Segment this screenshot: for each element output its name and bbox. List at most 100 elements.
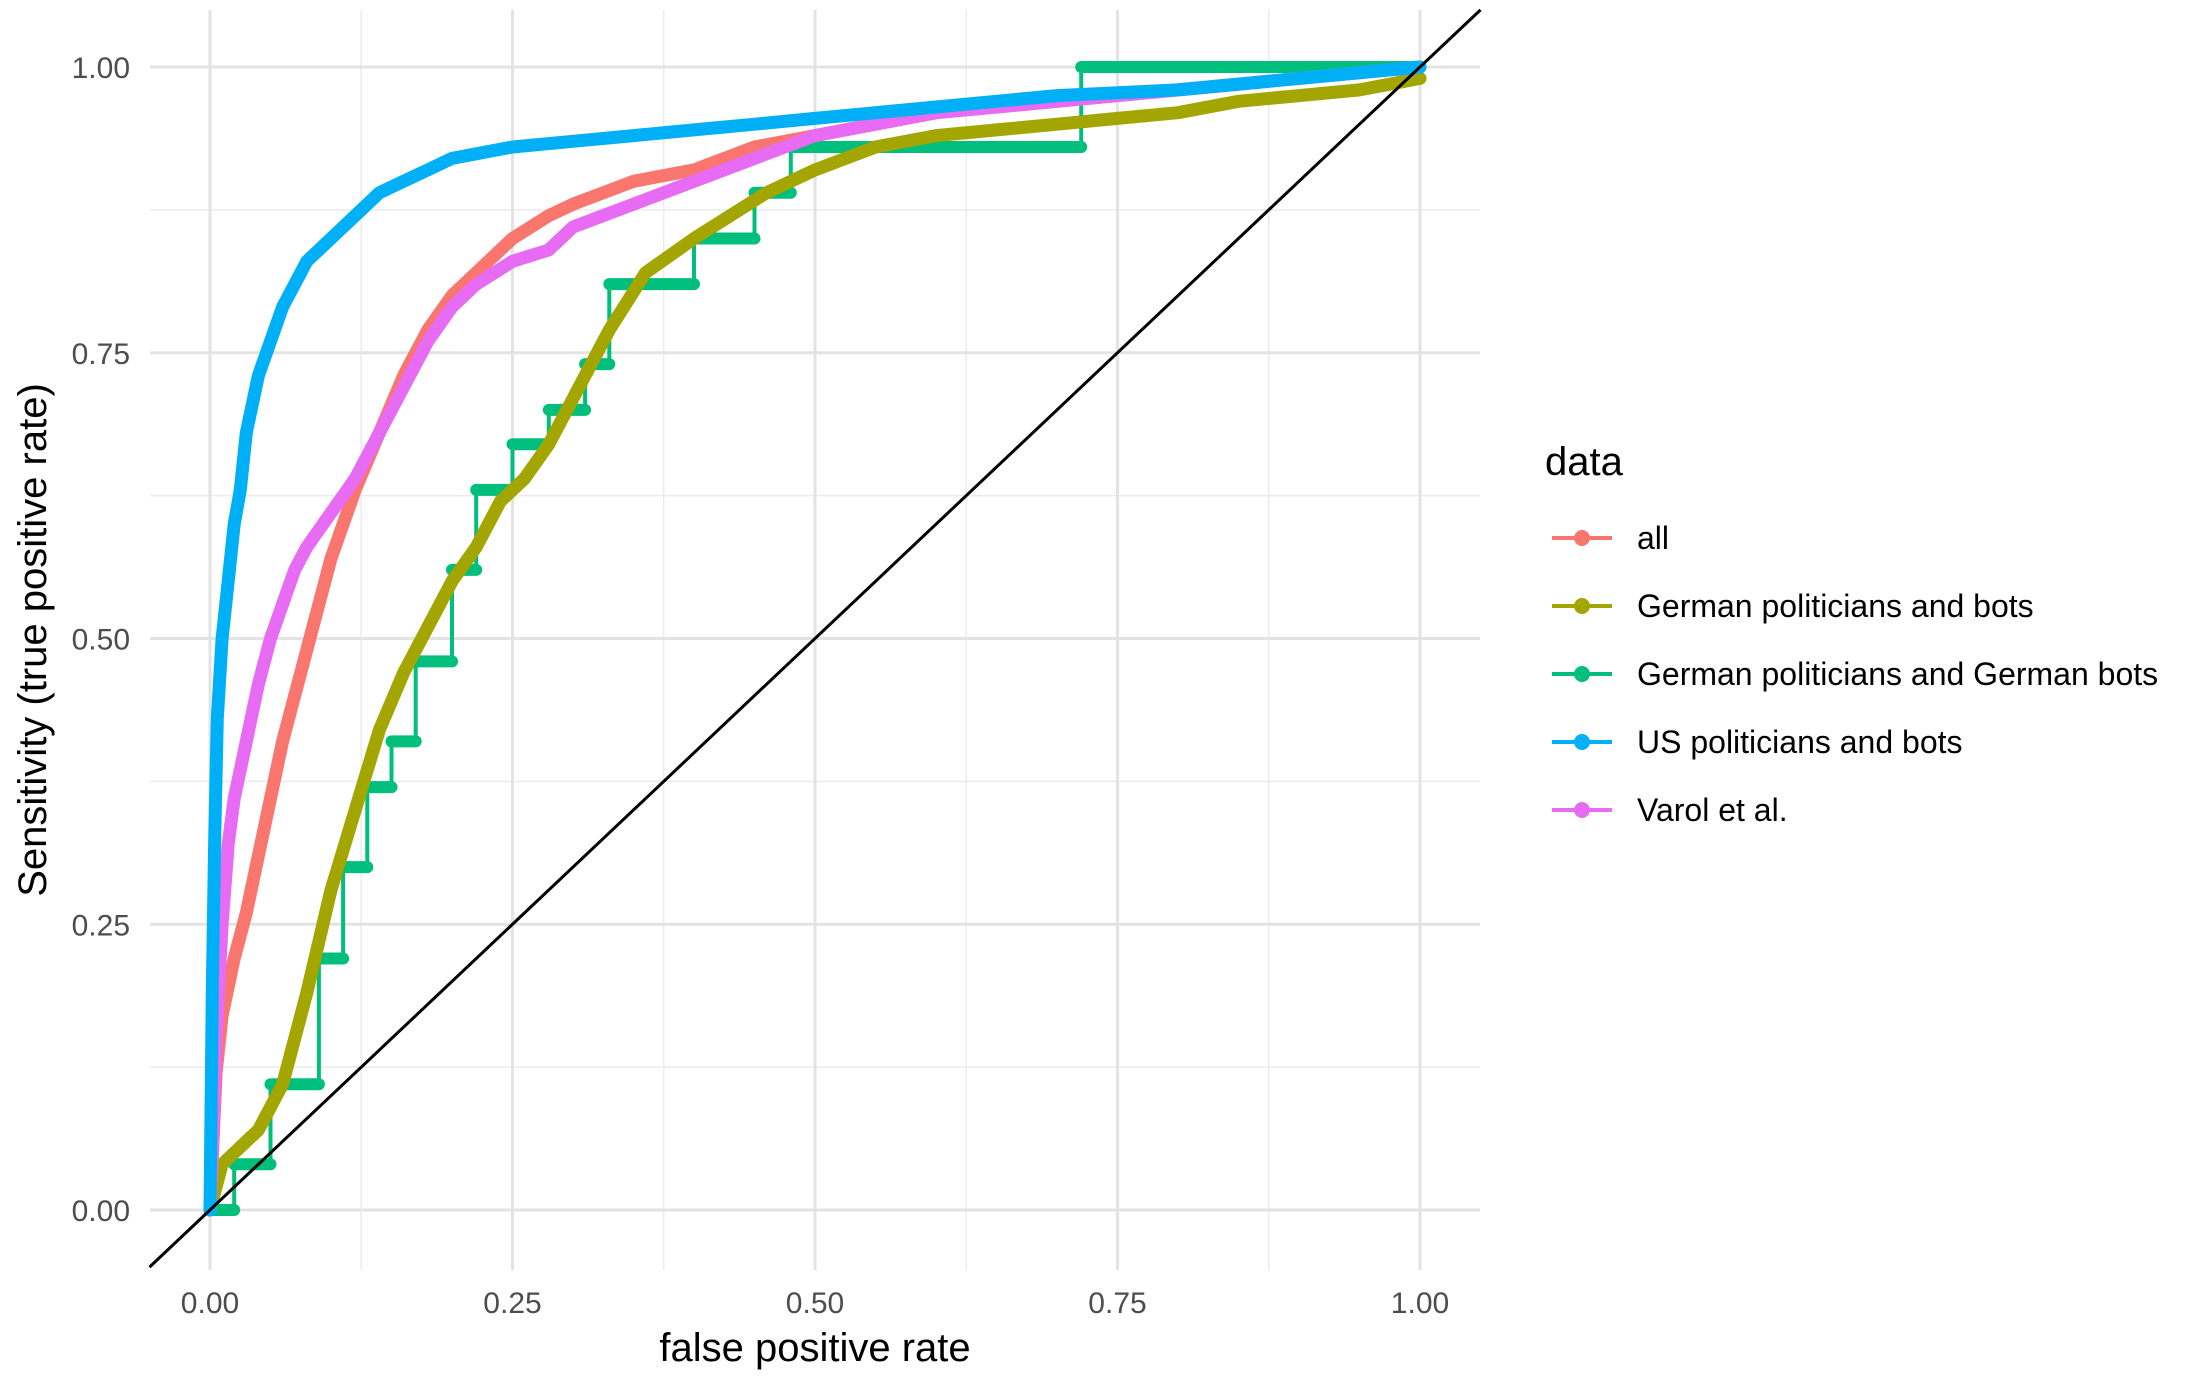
data-point [397, 666, 410, 679]
legend-item: German politicians and bots [1552, 588, 2034, 624]
data-point [688, 232, 700, 245]
data-point [506, 141, 519, 154]
data-point [222, 575, 235, 588]
data-point [1353, 83, 1366, 96]
data-point [300, 986, 313, 999]
y-tick-label: 0.00 [72, 1195, 130, 1228]
data-point [288, 563, 301, 576]
data-point [748, 118, 761, 131]
legend-label: all [1637, 520, 1669, 556]
data-point [627, 198, 640, 211]
data-point [349, 472, 362, 485]
data-point [338, 953, 349, 964]
series-german-politicians-and-bots [203, 71, 1427, 1217]
data-point [542, 209, 555, 222]
data-point [447, 656, 457, 667]
y-tick-label: 0.50 [72, 624, 130, 657]
x-tick-label: 0.25 [483, 1287, 541, 1320]
data-point [288, 689, 301, 702]
data-point [234, 483, 247, 496]
data-point [749, 233, 760, 244]
data-point [228, 952, 241, 965]
data-point [748, 141, 761, 154]
data-point [627, 129, 640, 142]
data-point [373, 186, 386, 199]
data-point [1076, 62, 1087, 72]
y-tick-label: 1.00 [72, 52, 130, 85]
data-point [228, 518, 241, 531]
data-point [809, 112, 821, 125]
data-point [1051, 118, 1063, 131]
data-point [1172, 106, 1184, 119]
data-point [208, 826, 221, 839]
data-point [264, 792, 277, 805]
data-point [470, 541, 483, 554]
data-point [216, 632, 229, 645]
data-point [228, 792, 241, 805]
legend: data all German politicians and bots Germa… [1545, 440, 2158, 828]
data-point [276, 301, 289, 314]
x-tick-label: 0.75 [1088, 1287, 1146, 1320]
reference-diagonal [148, 8, 1482, 1269]
data-point [785, 187, 796, 198]
data-point [222, 838, 235, 851]
data-point [446, 575, 458, 588]
legend-label: Varol et al. [1637, 792, 1788, 828]
data-point [507, 439, 518, 450]
data-point [325, 552, 337, 565]
data-point [373, 723, 386, 736]
legend-item: German politicians and German bots [1552, 656, 2158, 692]
series-layer [203, 60, 1427, 1217]
data-point [604, 279, 615, 290]
data-point [604, 359, 615, 370]
legend-key-point [1574, 530, 1590, 546]
data-point [506, 232, 519, 245]
legend-label: German politicians and bots [1637, 588, 2034, 624]
data-point [373, 426, 386, 439]
data-point [1111, 112, 1124, 125]
data-point [809, 163, 821, 176]
data-point [252, 678, 265, 691]
data-point [446, 301, 458, 314]
data-point [206, 975, 219, 988]
data-point [809, 129, 821, 142]
x-tick-label: 0.50 [786, 1287, 844, 1320]
legend-item: Varol et al. [1552, 792, 1788, 828]
legend-key-point [1574, 734, 1590, 750]
data-point [300, 255, 313, 268]
data-point [990, 123, 1003, 136]
data-point [869, 141, 882, 154]
y-tick-label: 0.25 [72, 909, 130, 942]
y-tick-label: 0.75 [72, 338, 130, 371]
data-point [627, 175, 640, 188]
data-point [1051, 89, 1063, 102]
data-point [397, 381, 410, 394]
data-point [276, 735, 289, 748]
data-point [386, 736, 397, 747]
data-point [421, 335, 434, 348]
legend-label: US politicians and bots [1637, 724, 1963, 760]
data-point [869, 106, 882, 119]
x-tick-label: 1.00 [1391, 1287, 1449, 1320]
series-german-politicians-and-german-bots [204, 61, 1426, 1216]
legend-items: all German politicians and bots German pol… [1552, 520, 2158, 828]
data-point [471, 484, 482, 495]
data-point [446, 152, 458, 165]
data-point [603, 323, 616, 336]
y-axis-title: Sensitivity (true positive rate) [11, 383, 55, 897]
data-point [228, 1146, 241, 1159]
data-point [211, 712, 224, 725]
data-point [470, 278, 483, 291]
data-point [313, 1079, 324, 1090]
data-point [349, 803, 362, 816]
data-point [252, 849, 265, 862]
data-point [229, 1205, 240, 1215]
data-point [252, 1123, 265, 1136]
data-point [567, 135, 579, 148]
data-point [264, 335, 277, 348]
data-point [325, 232, 337, 245]
legend-item: all [1552, 520, 1669, 556]
legend-key-point [1574, 802, 1590, 818]
